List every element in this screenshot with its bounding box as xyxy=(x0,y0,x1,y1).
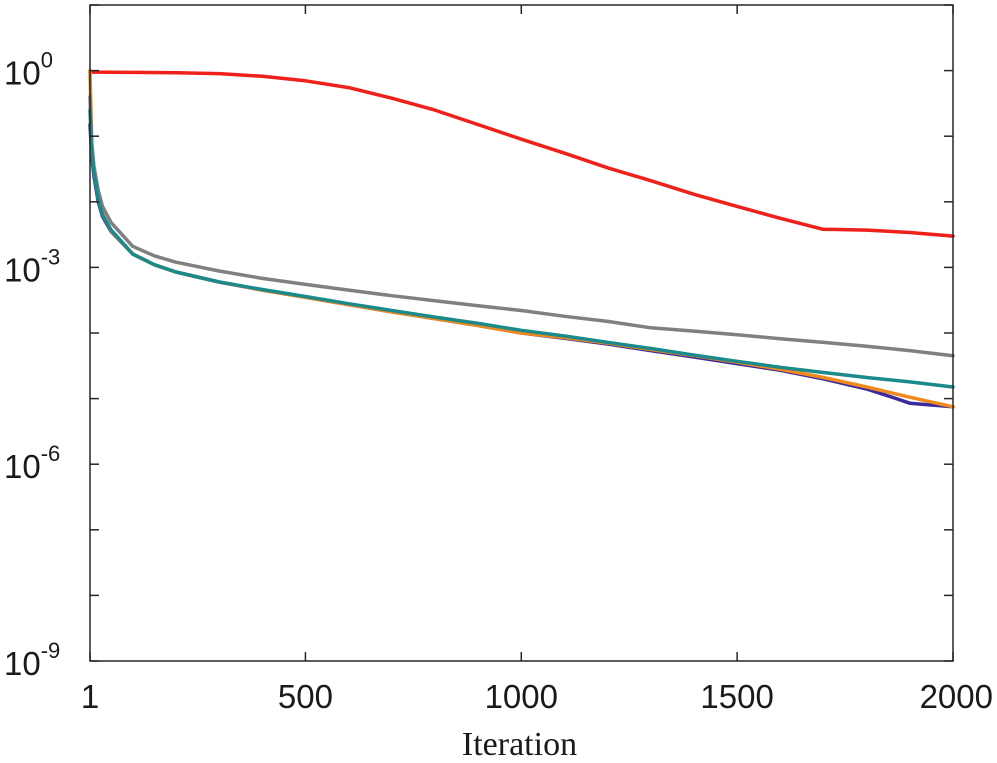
y-tick-base: 10 xyxy=(4,645,41,682)
x-tick-label: 1500 xyxy=(700,678,773,715)
x-tick-label: 1 xyxy=(81,678,99,715)
series-layer xyxy=(88,68,955,409)
y-tick-exponent: 0 xyxy=(41,48,53,73)
y-tick-label: 10-6 xyxy=(4,441,60,485)
y-tick-base: 10 xyxy=(4,251,41,288)
y-tick-exponent: -9 xyxy=(41,638,61,663)
y-tick-label: 10-9 xyxy=(4,638,60,682)
y-tick-label: 10-3 xyxy=(4,244,60,288)
tick-layer xyxy=(89,4,954,662)
series-line-1 xyxy=(88,70,955,238)
y-tick-label: 100 xyxy=(4,48,53,92)
series-line-5 xyxy=(88,108,955,389)
series-line-3 xyxy=(88,68,955,409)
x-axis-title: Iteration xyxy=(462,726,577,763)
y-tick-base: 10 xyxy=(4,448,41,485)
x-tick-labels: 1 500 1000 1500 2000 xyxy=(81,678,993,715)
series-line-4 xyxy=(88,94,955,358)
x-tick-label: 1000 xyxy=(485,678,558,715)
x-tick-label: 2000 xyxy=(920,678,993,715)
series-line-2 xyxy=(88,122,955,409)
x-tick-label: 500 xyxy=(278,678,333,715)
y-tick-exponent: -3 xyxy=(41,244,61,269)
y-tick-base: 10 xyxy=(4,55,41,92)
y-tick-exponent: -6 xyxy=(41,441,61,466)
